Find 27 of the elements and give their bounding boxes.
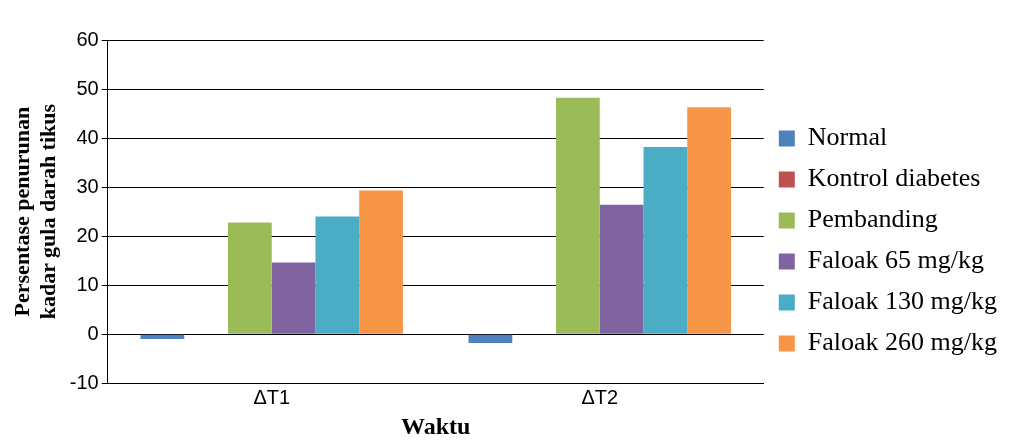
x-axis-title: Waktu [401,412,471,439]
bar [687,107,731,334]
x-tick-label: ΔT2 [581,385,619,408]
bar [556,97,600,334]
x-tick-label: ΔT1 [253,385,291,408]
bar [271,262,316,334]
y-tick-label: -10 [69,370,99,393]
y-tick-label: 50 [76,76,99,99]
bar [227,222,272,334]
bar [643,146,688,334]
legend-label: Pembanding [807,204,938,234]
legend-label: Faloak 260 mg/kg [807,327,998,357]
bar [359,190,403,334]
legend-label: Faloak 130 mg/kg [807,286,998,316]
legend-label: Normal [807,122,888,152]
y-axis-title: Persentase penurunan kadar gula darah tikus [8,103,61,320]
y-tick-label: 10 [76,272,99,295]
y-tick-label: 40 [76,125,99,148]
y-tick-label: 30 [76,174,99,197]
y-tick-label: 0 [87,321,99,344]
bar [468,334,513,343]
bar [599,204,644,334]
y-tick-label: 20 [76,223,99,246]
y-tick-label: 60 [76,27,99,50]
legend-label: Kontrol diabetes [807,163,981,193]
bar [315,216,360,334]
legend-label: Faloak 65 mg/kg [807,245,985,275]
